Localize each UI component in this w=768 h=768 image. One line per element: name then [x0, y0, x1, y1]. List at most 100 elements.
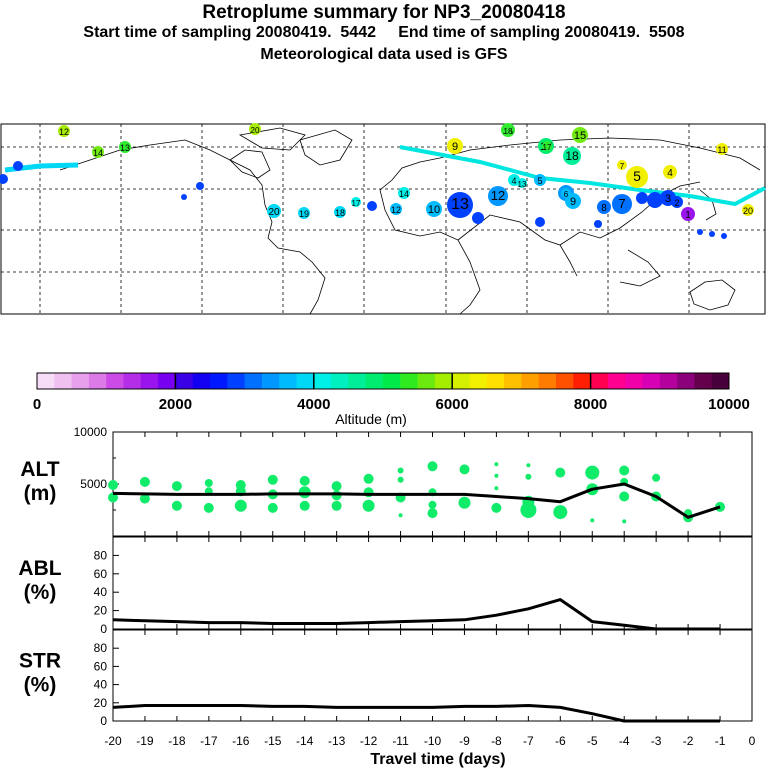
colorbar-swatch — [383, 373, 401, 389]
plume-marker-label: 5 — [633, 168, 641, 184]
plume-marker: 20 — [267, 204, 281, 218]
plume-marker-label: 17 — [543, 143, 552, 152]
alt-scatter-point — [459, 464, 470, 475]
colorbar-swatch — [486, 373, 505, 389]
colorbar-tick-label: 2000 — [159, 396, 192, 413]
plume-marker: 13 — [447, 192, 473, 218]
meteorology-note: Meteorological data used is GFS — [260, 46, 508, 63]
colorbar-swatch — [659, 373, 678, 389]
plume-marker: 14 — [92, 146, 104, 158]
colorbar-swatch — [175, 373, 194, 389]
world-map: 1220161514131718945111210132019181712678… — [0, 123, 766, 315]
plume-marker-label: 11 — [717, 145, 726, 155]
plume-marker-dot — [92, 146, 104, 158]
plume-marker: 12 — [58, 125, 70, 137]
colorbar-swatch — [365, 373, 384, 389]
plume-marker-dot — [561, 188, 571, 198]
alt-scatter-point — [585, 465, 600, 480]
colorbar-swatch — [694, 373, 713, 389]
plume-dot — [594, 220, 602, 228]
colorbar-swatch — [469, 373, 488, 389]
alt-scatter-point — [397, 467, 404, 474]
plume-dot — [367, 201, 377, 211]
x-tick-label: -11 — [392, 734, 409, 748]
alt-scatter-point — [398, 513, 403, 518]
alt-scatter-point — [427, 461, 438, 472]
alt-scatter-point — [298, 486, 311, 499]
time-series-panels: ALT(m)100005000ABL(%)806040200STR(%)8060… — [18, 425, 755, 748]
panel-series-line — [112, 598, 720, 631]
panel-frame — [112, 431, 753, 537]
colorbar-swatch — [210, 373, 228, 389]
plume-dot — [709, 231, 715, 237]
colorbar-swatch — [140, 373, 159, 389]
colorbar-label: Altitude (m) — [335, 411, 407, 427]
colorbar-swatch — [556, 373, 574, 389]
colorbar-swatch — [123, 373, 142, 389]
plume-marker-dot — [426, 201, 442, 217]
plume-marker-dot — [503, 125, 513, 135]
plume-marker-dot — [612, 194, 632, 214]
plume-marker-dot — [716, 143, 728, 155]
colorbar-swatch — [504, 373, 522, 389]
plume-markers: 1220161514131718945111210132019181712678… — [0, 123, 754, 239]
plume-marker-label: 1 — [685, 210, 691, 221]
x-tick-label: -2 — [683, 734, 694, 748]
x-tick-label: -8 — [491, 734, 502, 748]
plume-marker-dot — [742, 204, 754, 216]
panel-ylabel: ABL — [18, 557, 61, 580]
plume-dot — [0, 174, 8, 184]
plume-marker-label: 18 — [504, 127, 513, 136]
plume-marker-label: 9 — [570, 196, 576, 208]
colorbar-swatch — [348, 373, 367, 389]
plume-marker-label: 17 — [352, 199, 361, 208]
y-tick-label: 20 — [94, 696, 108, 710]
plume-marker-label: 4 — [511, 176, 516, 186]
colorbar-swatch — [71, 373, 90, 389]
plume-marker-label: 19 — [299, 209, 309, 219]
plume-marker: 9 — [447, 138, 463, 154]
plume-marker: 12 — [488, 186, 508, 206]
plume-marker-dot — [390, 203, 402, 215]
x-tick-label: -9 — [459, 734, 470, 748]
panel-ylabel: (%) — [24, 674, 57, 697]
plume-marker-label: 18 — [565, 149, 579, 163]
alt-scatter-point — [622, 519, 627, 524]
alt-scatter-point — [299, 500, 310, 511]
alt-scatter-point — [108, 492, 118, 503]
plume-marker: 10 — [426, 201, 442, 217]
plume-marker-dot — [250, 124, 260, 134]
plume-dot — [196, 182, 204, 190]
alt-scatter-point — [331, 481, 342, 492]
alt-scatter-point — [267, 502, 278, 513]
plume-marker-dot — [58, 125, 70, 137]
alt-scatter-point — [139, 493, 150, 504]
plume-marker-dot — [119, 141, 131, 153]
colorbar-swatch — [37, 373, 55, 389]
plume-dot — [697, 229, 703, 235]
colorbar-swatch — [106, 373, 124, 389]
colorbar-tick-label: 4000 — [297, 396, 330, 413]
x-tick-label: -15 — [264, 734, 282, 748]
plume-marker-dot — [663, 165, 677, 179]
plume-dot — [181, 194, 187, 200]
alt-scatter-point — [619, 491, 630, 502]
plume-marker-label: 4 — [667, 168, 673, 179]
alt-scatter-point — [520, 502, 537, 518]
colorbar-swatch — [261, 373, 280, 389]
colorbar-swatch — [158, 373, 176, 389]
colorbar-swatch — [88, 373, 107, 389]
colorbar-swatch — [677, 373, 695, 389]
plume-marker: 13 — [119, 141, 131, 153]
plume-marker: 15 — [572, 127, 588, 143]
alt-scatter-point — [204, 479, 213, 487]
plume-dot — [721, 233, 727, 239]
y-tick-label: 60 — [94, 567, 108, 581]
plume-marker: 1 — [681, 207, 695, 221]
y-tick-label: 80 — [94, 641, 108, 655]
plume-dot — [535, 217, 545, 227]
y-tick-label: 40 — [94, 678, 108, 692]
x-tick-label: -10 — [424, 734, 442, 748]
x-tick-label: -19 — [136, 734, 154, 748]
panel-ylabel: ALT — [20, 458, 59, 481]
